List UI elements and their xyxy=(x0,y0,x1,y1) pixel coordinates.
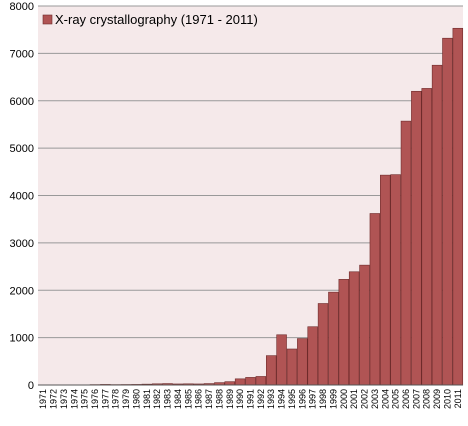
x-tick-label: 1979 xyxy=(121,389,131,409)
x-tick-label: 1971 xyxy=(38,389,48,409)
x-tick-label: 2011 xyxy=(453,389,463,408)
x-tick-label: 2001 xyxy=(349,389,359,409)
x-tick-label: 2008 xyxy=(422,389,432,409)
x-tick-label: 1993 xyxy=(266,389,276,409)
x-tick-label: 2000 xyxy=(339,389,349,409)
bar-2010 xyxy=(442,37,453,386)
gridlines xyxy=(38,5,463,339)
bar-1990 xyxy=(234,378,246,386)
x-tick-label: 1974 xyxy=(69,389,79,409)
x-tick-label: 1998 xyxy=(318,389,328,409)
y-tick-label: 1000 xyxy=(10,333,34,345)
x-tick-label: 1984 xyxy=(173,389,183,409)
bar-2004 xyxy=(380,174,391,386)
legend: X-ray crystallography (1971 - 2011) xyxy=(42,12,258,27)
x-tick-label: 2003 xyxy=(370,389,380,409)
x-tick-label: 1985 xyxy=(183,389,193,409)
bar-2003 xyxy=(369,213,381,386)
bar-1995 xyxy=(286,348,298,386)
y-tick-label: 8000 xyxy=(10,1,34,13)
x-tick-label: 1976 xyxy=(90,389,100,409)
x-tick-label: 1981 xyxy=(142,389,152,409)
x-tick-label: 2002 xyxy=(360,389,370,409)
y-tick-label: 3000 xyxy=(10,238,34,250)
x-tick-label: 1986 xyxy=(194,389,204,409)
x-tick-label: 1992 xyxy=(256,389,266,409)
x-tick-label: 2005 xyxy=(391,389,401,409)
x-tick-label: 1995 xyxy=(287,389,297,409)
x-tick-label: 2007 xyxy=(411,389,421,409)
x-tick-label: 1977 xyxy=(100,389,110,409)
x-tick-label: 1982 xyxy=(152,389,162,409)
bar-2006 xyxy=(400,120,412,386)
x-tick-label: 1980 xyxy=(131,389,141,409)
x-tick-label: 2006 xyxy=(401,389,411,409)
x-tick-label: 1994 xyxy=(277,389,287,409)
bar-1996 xyxy=(297,338,308,386)
y-tick-label: 2000 xyxy=(10,285,34,297)
x-tick-label: 1999 xyxy=(328,389,338,409)
bar-1999 xyxy=(328,291,339,386)
y-tick-label: 4000 xyxy=(10,191,34,203)
bar-1998 xyxy=(317,303,329,386)
y-axis-ticks: 0 1000 2000 3000 4000 5000 6000 7000 8000 xyxy=(10,1,34,392)
bar-1992 xyxy=(255,376,267,386)
x-tick-label: 1989 xyxy=(225,389,235,409)
x-tick-label: 1991 xyxy=(246,389,256,409)
y-tick-label: 5000 xyxy=(10,143,34,155)
bar-1991 xyxy=(245,377,256,386)
x-tick-label: 1997 xyxy=(308,389,318,409)
x-tick-label: 1972 xyxy=(49,389,59,409)
bars xyxy=(37,27,464,386)
y-tick-label: 7000 xyxy=(10,48,34,60)
bar-2005 xyxy=(390,174,401,386)
bar-2001 xyxy=(348,271,360,386)
x-tick-label: 1996 xyxy=(297,389,307,409)
y-tick-label: 6000 xyxy=(10,96,34,108)
x-tick-label: 1975 xyxy=(80,389,90,409)
y-tick-label: 0 xyxy=(28,380,34,392)
x-tick-label: 1983 xyxy=(163,389,173,409)
bar-1994 xyxy=(276,334,287,386)
x-tick-label: 2009 xyxy=(432,389,442,409)
bar-2008 xyxy=(421,88,432,386)
x-tick-label: 2004 xyxy=(380,389,390,409)
bar-2002 xyxy=(359,264,370,386)
x-tick-label: 1978 xyxy=(111,389,121,409)
legend-label: X-ray crystallography (1971 - 2011) xyxy=(55,12,258,27)
bar-2009 xyxy=(431,64,443,386)
legend-swatch xyxy=(42,14,53,25)
bar-1993 xyxy=(266,355,277,386)
bar-2000 xyxy=(338,279,350,386)
x-tick-label: 1987 xyxy=(204,389,214,409)
x-tick-label: 1988 xyxy=(214,389,224,409)
x-tick-label: 1973 xyxy=(59,389,69,409)
x-tick-label: 2010 xyxy=(442,389,452,409)
bar-1997 xyxy=(307,326,318,386)
bar-2011 xyxy=(452,27,464,386)
bar-2007 xyxy=(411,90,422,386)
x-tick-label: 1990 xyxy=(235,389,245,409)
x-axis-ticks: 1971 1972 1973 1974 1975 1976 1977 1978 1979 1980… xyxy=(38,389,463,409)
